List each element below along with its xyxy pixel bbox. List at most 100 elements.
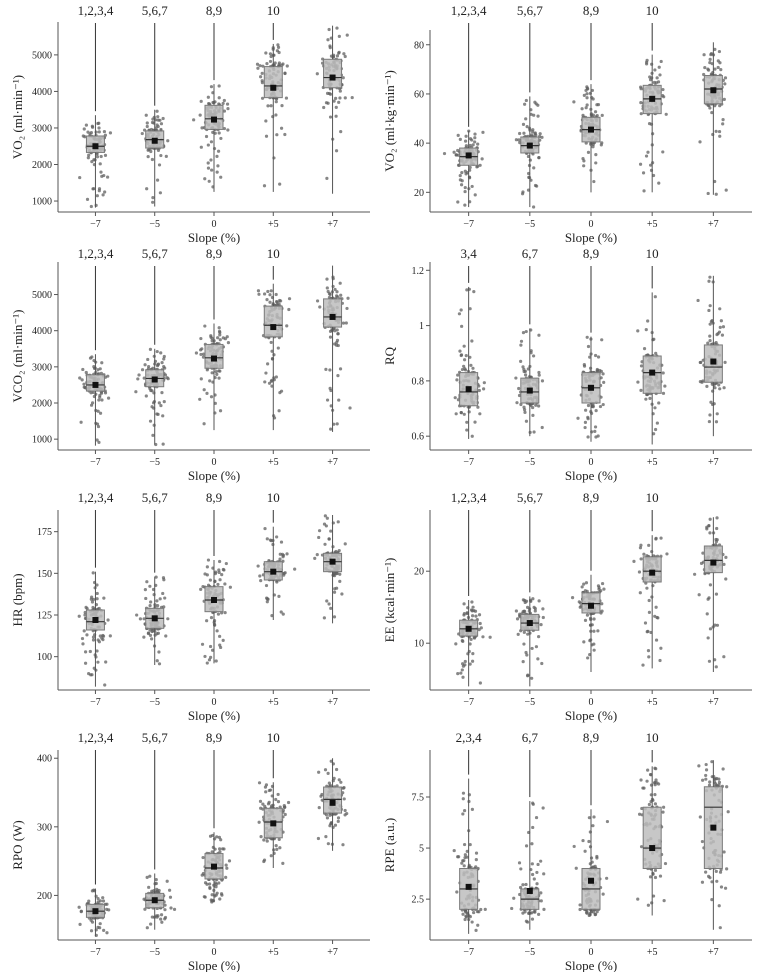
data-point [474,858,478,862]
data-point [325,516,329,520]
data-point [313,556,317,560]
data-point [281,62,285,66]
data-point [721,117,725,122]
data-point [522,367,526,372]
data-point [539,859,543,863]
significance-label: 6,7 [522,730,539,745]
x-tick-label: −5 [149,219,160,230]
data-point [601,402,605,407]
significance-label: 8,9 [206,3,222,18]
data-point [653,68,657,72]
data-point [203,177,207,181]
data-point [263,804,267,808]
data-point [647,610,652,614]
data-point [715,538,719,542]
data-point [145,875,149,879]
data-point [581,838,585,843]
data-point [488,635,492,639]
data-point [96,896,100,901]
data-point [472,290,476,294]
data-point [273,61,277,65]
data-point [158,191,162,195]
data-point [644,328,648,332]
data-point [154,575,158,579]
data-point [97,440,101,444]
significance-label: 1,2,3,4 [78,3,114,18]
data-point [476,405,480,409]
data-point [639,101,643,105]
significance-label: 8,9 [583,730,599,745]
data-point [533,607,537,611]
data-point [282,804,286,808]
data-point [217,131,221,135]
data-point [465,288,469,292]
data-point [713,67,717,71]
data-point [463,659,467,664]
data-point [453,396,457,400]
data-point [154,878,158,882]
data-point [651,894,656,898]
data-point [645,58,649,62]
y-tick-label: 20 [414,188,424,199]
data-point [157,662,162,666]
data-point [259,75,263,79]
data-point [341,786,345,790]
data-point [214,885,218,889]
data-point [166,139,170,143]
data-point [80,636,85,641]
data-point [479,626,483,630]
data-point [85,197,90,201]
data-point [148,584,152,588]
data-point [149,922,153,926]
data-point [100,398,104,402]
data-point [152,593,156,597]
data-point [148,419,153,423]
data-point [286,800,291,805]
data-point [324,367,328,372]
data-point [707,279,711,283]
data-point [338,89,342,93]
data-point [348,406,352,410]
data-point [336,816,341,820]
data-point [150,157,154,162]
data-point [521,883,525,887]
data-point [536,103,540,107]
data-point [260,96,265,100]
data-point [697,764,701,768]
data-point [655,76,659,80]
data-point [81,367,85,372]
data-point [97,130,101,134]
data-point [531,872,535,877]
data-point [652,337,656,341]
data-point [654,605,658,609]
data-point [161,591,165,596]
data-point [715,516,719,520]
data-point [642,552,646,556]
data-point [102,596,106,600]
data-point [468,143,472,148]
data-point [473,420,477,424]
data-point [462,808,467,813]
data-point [698,815,702,819]
data-point [158,118,162,122]
data-point [159,127,163,132]
data-point [523,373,528,377]
data-point [524,329,528,334]
data-point [281,861,285,865]
data-point [224,875,228,879]
box [263,305,283,338]
y-tick-label: 0.8 [412,376,425,387]
data-point [206,143,210,147]
data-point [718,61,722,65]
data-point [717,383,721,387]
data-point [336,520,340,524]
data-point [346,296,350,300]
x-tick-label: +5 [647,697,658,708]
data-point [596,584,601,588]
data-point [217,369,221,373]
data-point [274,113,278,117]
data-point [460,861,464,865]
data-point [707,419,712,424]
significance-label: 10 [267,3,280,18]
data-point [337,778,341,782]
